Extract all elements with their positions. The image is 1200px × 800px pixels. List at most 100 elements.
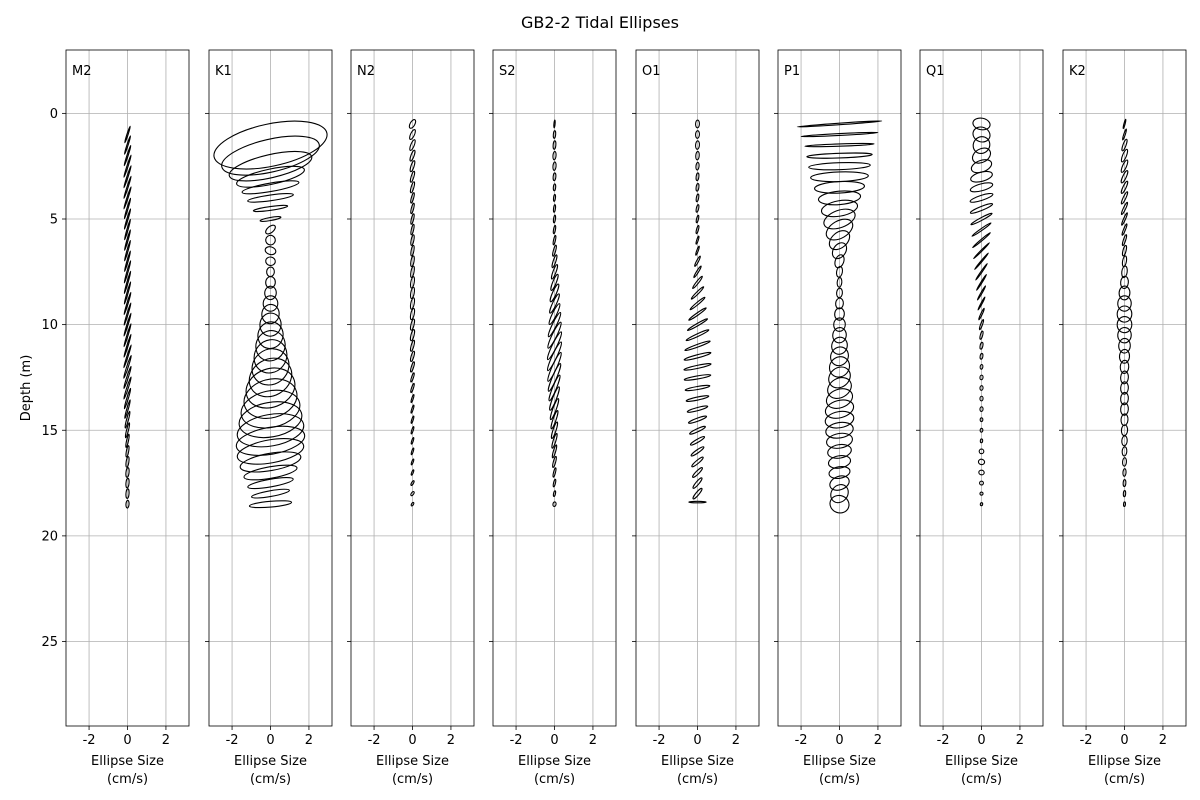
y-tick-label: 10 bbox=[41, 318, 58, 333]
tidal-ellipse bbox=[123, 208, 132, 230]
tidal-ellipse bbox=[552, 490, 557, 498]
tidal-ellipse bbox=[552, 224, 557, 235]
x-tick-label: -2 bbox=[653, 733, 666, 748]
x-axis-unit-label: (cm/s) bbox=[677, 772, 718, 787]
tidal-ellipse bbox=[123, 365, 132, 389]
y-tick-label: 15 bbox=[41, 424, 58, 439]
tidal-ellipse bbox=[239, 451, 302, 473]
tidal-ellipse bbox=[410, 265, 415, 279]
tidal-ellipse bbox=[550, 273, 559, 291]
tidal-ellipse bbox=[1122, 479, 1127, 488]
tidal-ellipse bbox=[823, 208, 856, 230]
tidal-ellipse bbox=[123, 376, 132, 400]
tidal-ellipse bbox=[213, 120, 328, 170]
tidal-ellipse bbox=[979, 374, 984, 381]
x-axis-label: Ellipse Size bbox=[803, 754, 876, 769]
tidal-ellipse bbox=[552, 130, 557, 139]
tidal-ellipse bbox=[221, 135, 320, 176]
tidal-ellipse bbox=[243, 464, 298, 481]
tidal-ellipse bbox=[552, 150, 557, 161]
tidal-ellipse bbox=[410, 426, 415, 435]
panel-n2: -2 0 2 N2 Ellipse Size (cm/s) bbox=[347, 49, 475, 787]
tidal-ellipse bbox=[827, 443, 852, 459]
panel-label: S2 bbox=[499, 64, 516, 79]
tidal-ellipse bbox=[409, 276, 416, 289]
x-tick-label: 0 bbox=[1120, 733, 1128, 748]
panel-p1: -2 0 2 P1 Ellipse Size (cm/s) bbox=[774, 49, 902, 787]
tidal-ellipse bbox=[828, 230, 851, 251]
ellipse-series bbox=[969, 117, 994, 507]
ellipse-series bbox=[683, 119, 712, 504]
tidal-ellipse bbox=[552, 140, 557, 150]
tidal-ellipse bbox=[409, 181, 416, 194]
tidal-ellipse bbox=[969, 182, 994, 193]
tidal-ellipse bbox=[261, 303, 280, 325]
tidal-ellipse bbox=[123, 323, 132, 348]
tidal-ellipse bbox=[831, 336, 848, 355]
x-tick-label: 0 bbox=[693, 733, 701, 748]
tidal-ellipse bbox=[410, 202, 415, 215]
tidal-ellipse bbox=[972, 117, 991, 131]
tidal-ellipse bbox=[1121, 244, 1128, 257]
tidal-ellipse bbox=[979, 352, 984, 360]
tidal-ellipse bbox=[977, 458, 986, 466]
tidal-ellipse bbox=[124, 422, 131, 439]
x-tick-label: 2 bbox=[162, 733, 170, 748]
panel-label: M2 bbox=[72, 64, 92, 79]
tidal-ellipse bbox=[695, 193, 700, 203]
tidal-ellipse bbox=[123, 312, 132, 337]
tidal-ellipse bbox=[694, 255, 701, 267]
tidal-ellipse bbox=[265, 234, 276, 246]
tidal-ellipse bbox=[830, 346, 849, 367]
tidal-ellipse bbox=[124, 125, 131, 144]
tidal-ellipse bbox=[976, 273, 987, 291]
tidal-ellipse bbox=[1121, 435, 1128, 447]
tidal-ellipse bbox=[1122, 118, 1127, 130]
tidal-ellipse bbox=[1117, 295, 1132, 312]
tidal-ellipse bbox=[1121, 265, 1128, 279]
tidal-ellipse bbox=[410, 361, 415, 373]
tidal-ellipse bbox=[410, 393, 415, 404]
tidal-ellipse bbox=[828, 366, 851, 389]
tidal-ellipse bbox=[969, 203, 994, 214]
tidal-ellipse bbox=[979, 417, 984, 423]
tidal-ellipse bbox=[259, 216, 282, 222]
ellipse-series bbox=[1116, 118, 1133, 508]
y-tick-label: 5 bbox=[50, 213, 58, 228]
tidal-ellipse bbox=[695, 150, 700, 161]
tidal-ellipse bbox=[410, 436, 415, 445]
tidal-ellipse bbox=[410, 234, 415, 246]
tidal-ellipse bbox=[979, 395, 984, 402]
tidal-ellipse bbox=[124, 410, 131, 429]
tidal-ellipse bbox=[979, 480, 984, 486]
ellipse-series bbox=[546, 119, 563, 508]
panel-label: Q1 bbox=[926, 64, 945, 79]
x-axis-unit-label: (cm/s) bbox=[534, 772, 575, 787]
tidal-ellipse bbox=[409, 170, 416, 183]
tidal-ellipse bbox=[685, 329, 710, 342]
x-axis-label: Ellipse Size bbox=[945, 754, 1018, 769]
x-axis-label: Ellipse Size bbox=[234, 754, 307, 769]
tidal-ellipse bbox=[243, 378, 298, 419]
tidal-ellipse bbox=[265, 224, 276, 235]
tidal-ellipse bbox=[695, 172, 700, 182]
y-axis-label: Depth (m) bbox=[19, 355, 34, 422]
tidal-ellipse bbox=[1121, 223, 1128, 236]
tidal-ellipse bbox=[830, 484, 849, 504]
tidal-ellipse bbox=[820, 199, 859, 218]
tidal-ellipse bbox=[1120, 170, 1129, 184]
tidal-ellipse bbox=[974, 252, 989, 270]
tidal-ellipse bbox=[1117, 326, 1132, 344]
tidal-ellipse bbox=[547, 311, 562, 338]
tidal-ellipse bbox=[241, 180, 300, 195]
x-tick-label: 2 bbox=[589, 733, 597, 748]
tidal-ellipse bbox=[409, 297, 416, 310]
x-tick-label: -2 bbox=[795, 733, 808, 748]
tidal-ellipse bbox=[409, 339, 416, 352]
tidal-ellipse bbox=[683, 351, 712, 361]
tidal-ellipse bbox=[552, 161, 557, 171]
tidal-ellipse bbox=[552, 467, 557, 478]
x-axis-unit-label: (cm/s) bbox=[392, 772, 433, 787]
x-tick-label: 0 bbox=[550, 733, 558, 748]
